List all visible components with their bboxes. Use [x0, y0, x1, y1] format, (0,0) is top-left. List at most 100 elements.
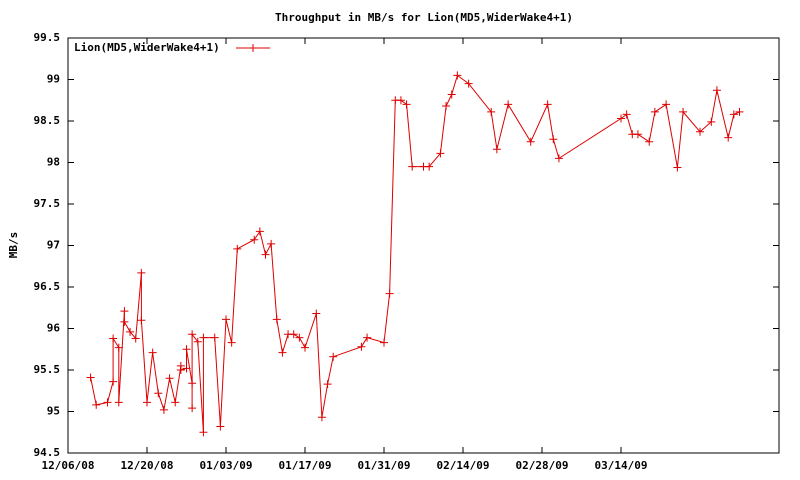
point-marker [182, 364, 191, 373]
point-marker [120, 307, 129, 316]
point-marker [464, 79, 473, 88]
point-marker [171, 398, 180, 407]
point-marker [261, 250, 270, 259]
point-marker [193, 337, 202, 346]
point-marker [233, 244, 242, 253]
point-marker [679, 107, 688, 116]
point-marker [312, 309, 321, 318]
point-marker [442, 102, 451, 111]
point-marker [137, 316, 146, 325]
point-marker [712, 86, 721, 95]
point-marker [645, 137, 654, 146]
point-marker [176, 366, 185, 374]
point-marker [165, 374, 174, 383]
chart-title: Throughput in MB/s for Lion(MD5,WiderWak… [275, 11, 573, 24]
point-marker [199, 428, 208, 437]
point-marker [86, 373, 95, 382]
point-marker [216, 422, 225, 431]
legend-marker [249, 44, 257, 52]
x-tick-label: 02/28/09 [516, 459, 569, 472]
point-marker [255, 227, 264, 236]
point-marker [504, 100, 513, 109]
point-marker [182, 345, 191, 354]
x-tick-label: 02/14/09 [437, 459, 490, 472]
point-marker [402, 100, 411, 109]
point-marker [396, 96, 405, 105]
point-marker [543, 100, 552, 109]
point-marker [109, 377, 118, 386]
point-marker [188, 404, 197, 413]
y-tick-label: 97 [47, 239, 60, 252]
x-tick-label: 01/03/09 [200, 459, 253, 472]
point-marker [453, 71, 462, 80]
point-marker [222, 315, 230, 324]
x-tick-label: 01/17/09 [279, 459, 332, 472]
point-marker [289, 330, 298, 339]
y-tick-label: 95 [47, 405, 60, 418]
point-marker [549, 135, 558, 144]
point-marker [92, 400, 101, 409]
point-marker [103, 398, 112, 407]
y-tick-label: 99 [47, 73, 60, 86]
point-marker [492, 145, 501, 154]
series-line [90, 74, 740, 433]
y-tick-label: 98 [47, 156, 60, 169]
point-marker [210, 333, 219, 342]
point-marker [724, 133, 733, 142]
y-tick-label: 98.5 [34, 114, 61, 127]
point-marker [436, 149, 445, 158]
point-marker [227, 338, 236, 347]
point-marker [735, 107, 744, 116]
point-marker [250, 235, 259, 244]
y-tick-label: 94.5 [34, 446, 61, 459]
point-marker [617, 114, 625, 123]
point-marker [272, 315, 281, 324]
point-marker [278, 348, 287, 357]
point-marker [109, 334, 118, 343]
x-tick-label: 12/20/08 [121, 459, 174, 472]
point-marker [126, 327, 135, 336]
point-marker [295, 333, 304, 342]
point-marker [301, 343, 309, 352]
point-marker [199, 333, 208, 342]
point-marker [385, 289, 394, 298]
y-tick-label: 99.5 [34, 31, 61, 44]
point-marker [633, 130, 642, 139]
point-marker [696, 127, 704, 136]
point-marker [707, 117, 716, 126]
y-tick-label: 96.5 [34, 280, 61, 293]
point-marker [120, 317, 129, 326]
point-marker [131, 334, 140, 343]
point-marker [329, 352, 338, 361]
point-marker [408, 162, 417, 171]
y-tick-label: 95.5 [34, 363, 61, 376]
point-marker [357, 342, 366, 351]
point-marker [363, 333, 372, 342]
point-marker [137, 268, 146, 277]
y-axis-label: MB/s [7, 232, 20, 259]
point-marker [554, 154, 563, 163]
x-tick-label: 03/14/09 [595, 459, 648, 472]
point-marker [188, 330, 197, 339]
x-tick-label: 12/06/08 [42, 459, 95, 472]
point-marker [159, 405, 168, 414]
point-marker [143, 398, 151, 407]
point-marker [323, 380, 332, 389]
point-marker [662, 100, 671, 109]
point-marker [487, 107, 496, 116]
x-tick-label: 01/31/09 [358, 459, 411, 472]
point-marker [729, 110, 738, 119]
y-tick-label: 97.5 [34, 197, 61, 210]
point-marker [114, 398, 123, 407]
point-marker [622, 110, 631, 119]
point-marker [425, 162, 434, 171]
y-tick-label: 96 [47, 322, 61, 335]
point-marker [267, 239, 276, 248]
point-marker [447, 90, 456, 99]
point-marker [673, 163, 682, 172]
point-marker [114, 343, 123, 352]
point-marker [154, 389, 163, 398]
point-marker [650, 107, 659, 116]
point-marker [317, 413, 326, 422]
